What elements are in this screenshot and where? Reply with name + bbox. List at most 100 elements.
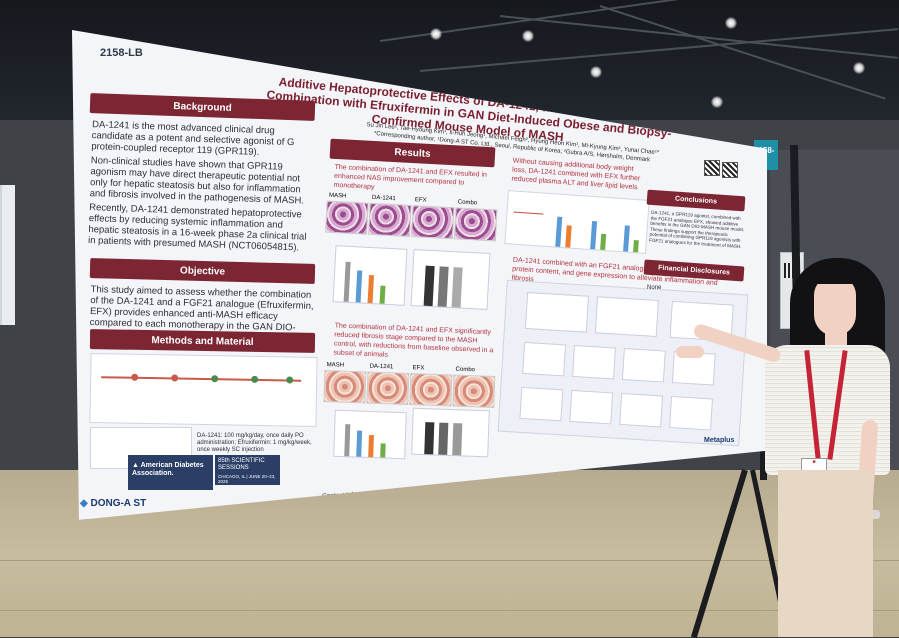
chart-bar — [423, 265, 435, 307]
protein-gene-panel — [497, 279, 749, 447]
chart-bar — [368, 434, 374, 458]
ada-triangle-icon: ▲ — [132, 462, 141, 469]
study-design-diagram — [89, 353, 318, 427]
floor-seam — [0, 610, 899, 611]
person-bangs — [812, 262, 862, 284]
disclosures-text: None — [647, 285, 662, 291]
conclusions-heading: Conclusions — [646, 189, 746, 212]
chart-bar — [424, 422, 435, 455]
histology-image — [452, 374, 496, 408]
chart-bar — [438, 422, 449, 455]
conclusions-text: DA-1241, a GPR119 agonist, combined with… — [648, 209, 745, 250]
gene-chart — [519, 386, 564, 422]
gene-chart — [621, 348, 666, 383]
ceiling-light — [853, 62, 865, 74]
fibrosis-stage-chart — [411, 407, 490, 458]
background-text: DA-1241 is the most advanced clinical dr… — [88, 119, 317, 254]
result-1-text: The combination of DA-1241 and EFX resul… — [333, 163, 488, 191]
objective-heading: Objective — [89, 258, 316, 284]
gene-chart — [569, 389, 614, 425]
ceiling-light — [430, 28, 442, 40]
timeline-dot — [251, 375, 259, 383]
chart-bar — [437, 266, 449, 307]
protein-chart — [594, 296, 659, 338]
histology-image — [410, 205, 455, 240]
fibrosis-chart — [333, 409, 407, 460]
dong-a-name: DONG-A ST — [90, 498, 147, 509]
chart-bar — [600, 233, 607, 251]
result-2-text: The combination of DA-1241 and EFX signi… — [333, 322, 494, 359]
chart-line — [513, 211, 544, 215]
ada-footer-band — [128, 455, 213, 490]
histology-row-2: MASH DA-1241 EFX Combo — [323, 362, 496, 408]
histology-image — [323, 370, 367, 404]
gene-chart — [572, 344, 616, 380]
chart-bar — [343, 261, 351, 302]
person-pants — [778, 470, 873, 637]
histology-image — [453, 207, 498, 242]
panel-label: DA-1241 — [369, 363, 394, 371]
ada-name: American Diabetes Association. — [132, 462, 204, 477]
chart-bar — [590, 221, 598, 250]
chart-bar — [555, 216, 563, 247]
timeline-dot — [131, 373, 139, 381]
ceiling-light — [522, 30, 534, 42]
panel-label: Combo — [455, 366, 476, 374]
chart-bar — [380, 443, 386, 458]
nas-score-chart — [332, 245, 408, 306]
panel-label: Combo — [457, 199, 478, 207]
qr-code-icon — [722, 162, 738, 178]
ceiling-light — [725, 17, 737, 29]
histology-image — [325, 200, 369, 235]
histology-row-1: MASH DA-1241 EFX Combo — [325, 192, 498, 242]
gene-chart — [669, 395, 713, 431]
chart-bar — [565, 225, 572, 248]
person-face — [814, 276, 856, 336]
body-weight-chart — [504, 190, 650, 254]
ceiling-light — [711, 96, 723, 108]
chart-bar — [379, 285, 386, 304]
metaplus-logo: Metaplus — [704, 437, 735, 444]
background-p2: Non-clinical studies have shown that GPR… — [89, 155, 305, 207]
histology-image — [409, 373, 453, 407]
chart-bar — [452, 423, 463, 456]
background-p1: DA-1241 is the most advanced clinical dr… — [91, 119, 295, 158]
floor-seam — [0, 560, 899, 561]
panel-label: MASH — [326, 362, 345, 369]
scientific-sessions-logo: 85th SCIENTIFIC SESSIONS CHICAGO, IL | J… — [215, 455, 280, 485]
dose-note: DA-1241: 100 mg/kg/day, once daily PO ad… — [197, 433, 312, 453]
panel-label: EFX — [412, 365, 425, 372]
sessions-place: CHICAGO, IL | JUNE 20–23, 2025 — [218, 474, 276, 484]
chart-bar — [451, 267, 463, 308]
protein-chart — [524, 292, 590, 333]
neighbor-poster-edge — [0, 185, 15, 325]
poster-id: 2158-LB — [100, 47, 143, 59]
timeline-dot — [286, 376, 294, 384]
gene-chart — [619, 392, 664, 428]
dong-a-mark-icon: ◆ — [80, 498, 91, 509]
chart-bar — [367, 274, 375, 304]
histology-image — [368, 202, 412, 237]
nafld-activity-chart — [410, 249, 491, 310]
chart-bar — [355, 270, 363, 303]
panel-label: DA-1241 — [371, 194, 396, 203]
sessions-title: 85th SCIENTIFIC SESSIONS — [218, 458, 265, 471]
person-hand — [676, 346, 704, 358]
panel-label: EFX — [414, 197, 427, 204]
chart-bar — [356, 430, 363, 457]
background-p3: Recently, DA-1241 demonstrated hepatopro… — [87, 202, 307, 254]
chart-bar — [344, 424, 351, 457]
ada-logo: ▲ American Diabetes Association. — [132, 462, 212, 478]
gene-chart — [522, 341, 567, 377]
chart-bar — [633, 240, 639, 253]
methods-heading: Methods and Material — [89, 329, 316, 353]
dong-a-logo: ◆ DONG-A ST — [80, 498, 146, 509]
timeline-dot — [171, 374, 179, 382]
ceiling-light — [590, 66, 602, 78]
histology-image — [366, 371, 410, 405]
chart-bar — [623, 225, 630, 252]
badge-mark-icon: ■ — [812, 459, 816, 465]
timeline-dot — [211, 375, 219, 383]
panel-label: MASH — [328, 192, 347, 200]
qr-code-icon — [704, 160, 720, 176]
